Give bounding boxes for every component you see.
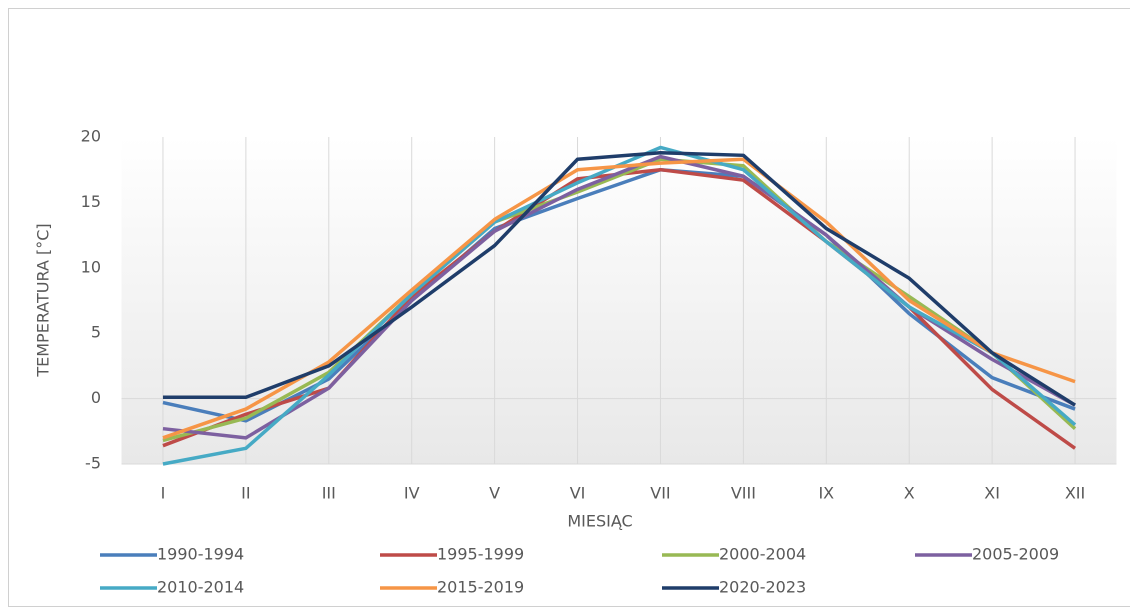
x-tick-label: XI [984,484,1000,503]
x-tick-label: IX [818,484,834,503]
x-tick-label: VI [570,484,586,503]
series-line [162,150,1076,407]
y-tick-label: 10 [81,257,101,276]
x-tick-label: II [241,484,250,503]
y-tick-label: 0 [91,388,101,407]
legend-label: 2010-2014 [157,578,244,597]
y-tick-label: 15 [81,192,101,211]
series-line [162,157,1077,443]
x-tick-label: IV [404,484,420,503]
plot-background [121,137,1117,464]
legend-label: 1990-1994 [157,545,244,564]
x-axis-title: MIESIĄC [567,512,632,531]
legend-label: 1995-1999 [437,545,524,564]
legend-label: 2000-2004 [719,545,806,564]
y-tick-label: 20 [81,127,101,146]
x-tick-label: XII [1065,484,1085,503]
legend-label: 2020-2023 [719,578,806,597]
x-tick-label: III [322,484,336,503]
x-tick-label: I [161,484,166,503]
legend-label: 2005-2009 [972,545,1059,564]
y-tick-label: -5 [85,454,101,473]
y-axis-title: TEMPERATURA [°C] [34,223,53,377]
x-tick-label: V [489,484,500,503]
x-tick-label: VII [650,484,670,503]
x-tick-label: X [904,484,915,503]
legend-label: 2015-2019 [437,578,524,597]
x-tick-label: VIII [731,484,756,503]
y-tick-label: 5 [91,323,101,342]
